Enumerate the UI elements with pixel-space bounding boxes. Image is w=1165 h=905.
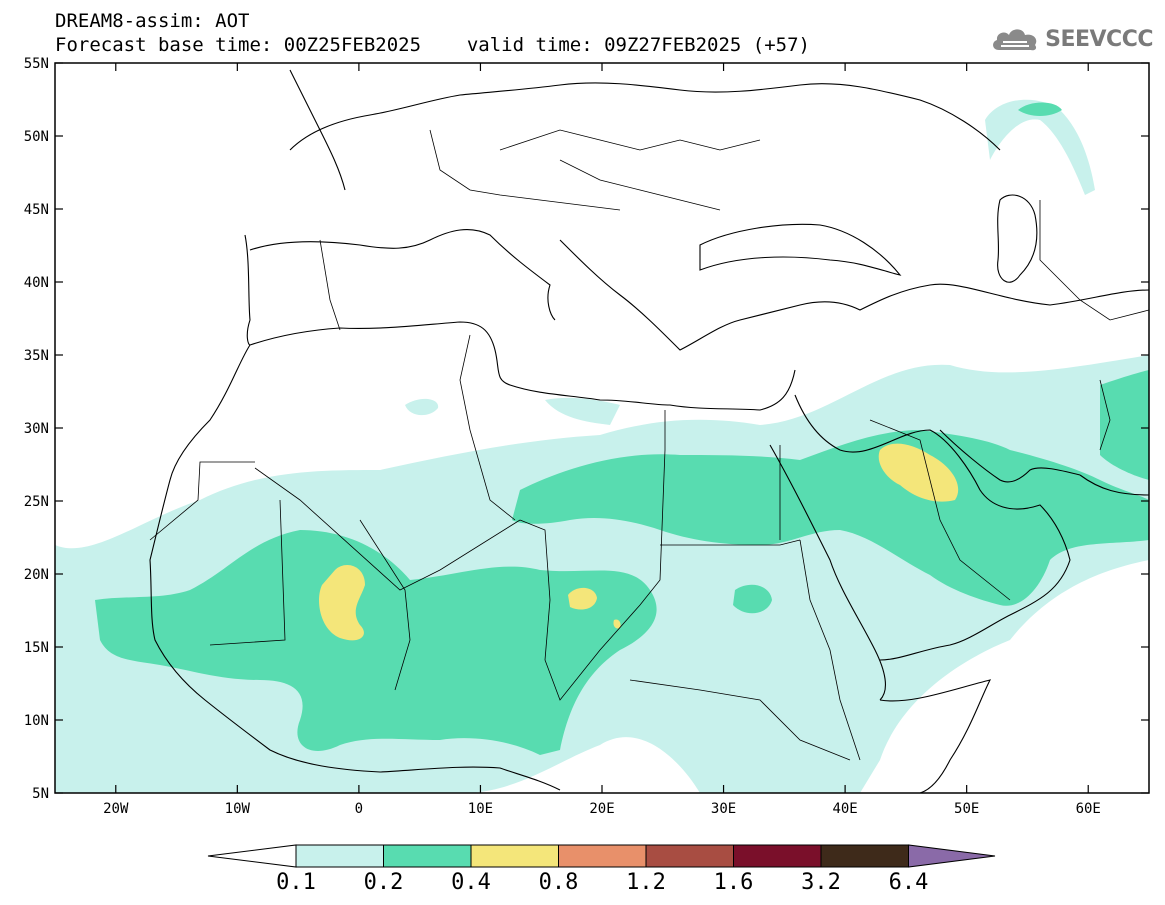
logo-text: SEEVCCC — [1045, 26, 1153, 52]
lon-label: 20W — [103, 801, 129, 817]
coastlines — [149, 69, 1149, 793]
seevccc-logo: SEEVCCC — [989, 22, 1153, 56]
colorbar-segment — [470, 844, 559, 868]
longitude-labels: 20W 10W 0 10E 20E 30E 40E 50E 60E — [103, 801, 1101, 817]
colorbar-segment — [733, 844, 822, 868]
lat-label: 25N — [24, 494, 49, 510]
latitude-labels: 55N 50N 45N 40N 35N 30N 25N 20N 15N 10N 5N — [24, 56, 49, 802]
lat-label: 15N — [24, 640, 49, 656]
lat-label: 40N — [24, 275, 49, 291]
colorbar-label: 3.2 — [801, 870, 841, 895]
lat-label: 20N — [24, 567, 49, 583]
valid-time: valid time: 09Z27FEB2025 (+57) — [466, 34, 810, 56]
lon-label: 40E — [832, 801, 857, 817]
map-title: DREAM8-assim: AOT — [55, 10, 250, 32]
colorbar-label: 1.2 — [626, 870, 666, 895]
lat-label: 55N — [24, 56, 49, 72]
colorbar-segment — [383, 844, 472, 868]
lon-label: 10W — [225, 801, 251, 817]
lat-label: 30N — [24, 421, 49, 437]
lon-label: 20E — [589, 801, 614, 817]
colorbar-segment — [295, 844, 384, 868]
colorbar-label: 1.6 — [713, 870, 754, 895]
lon-label: 30E — [711, 801, 736, 817]
lon-label: 50E — [954, 801, 979, 817]
colorbar-segment — [645, 844, 734, 868]
lat-label: 5N — [32, 786, 49, 802]
colorbar-label: 0.2 — [363, 870, 404, 895]
lat-label: 10N — [24, 713, 49, 729]
lat-label: 35N — [24, 348, 49, 364]
forecast-times: Forecast base time: 00Z25FEB2025 valid t… — [55, 34, 810, 56]
colorbar-label: 0.8 — [538, 870, 579, 895]
colorbar-label: 6.4 — [888, 870, 929, 895]
aot-level-0.2 — [95, 102, 1149, 755]
aot-field — [55, 99, 1149, 793]
base-time: Forecast base time: 00Z25FEB2025 — [55, 34, 422, 56]
colorbar-label: 0.4 — [451, 870, 491, 895]
colorbar-lower-triangle — [207, 844, 297, 868]
cloud-icon — [993, 29, 1037, 51]
lat-label: 45N — [24, 202, 49, 218]
lat-label: 50N — [24, 129, 49, 145]
colorbar-upper-triangle — [908, 844, 996, 868]
map-frame — [54, 62, 1150, 794]
colorbar-segment — [820, 844, 909, 868]
lon-label: 0 — [355, 801, 363, 817]
country-borders — [149, 129, 1149, 761]
colorbar-segment — [558, 844, 647, 868]
colorbar-label: 0.1 — [276, 870, 316, 895]
lon-label: 10E — [468, 801, 493, 817]
aot-level-0.4 — [319, 443, 959, 641]
colorbar — [207, 844, 996, 868]
lon-label: 60E — [1076, 801, 1101, 817]
